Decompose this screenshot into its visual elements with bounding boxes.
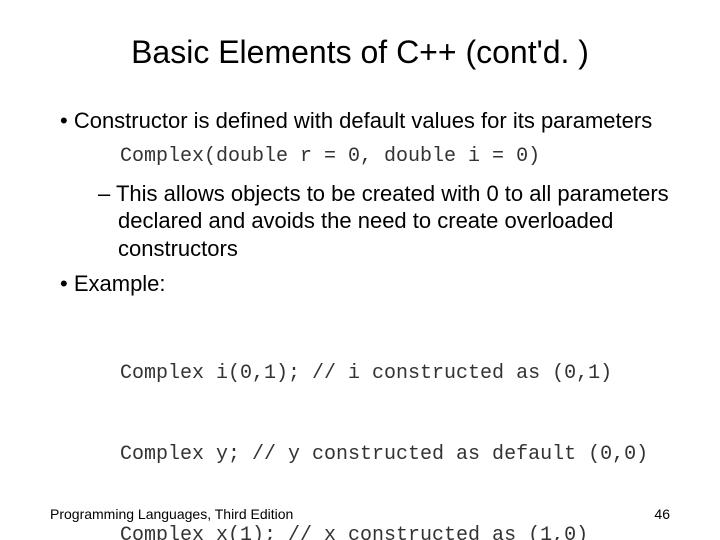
slide-number: 46 [654,506,670,522]
code-line-2: Complex y; // y constructed as default (… [120,441,670,468]
code-line-3: Complex x(1); // x constructed as (1,0) [120,522,670,540]
code-constructor-signature: Complex(double r = 0, double i = 0) [120,143,670,170]
slide-footer: Programming Languages, Third Edition 46 [50,506,670,522]
slide-title: Basic Elements of C++ (cont'd. ) [50,34,670,71]
bullet-explanation: This allows objects to be created with 0… [98,180,670,263]
slide: Basic Elements of C++ (cont'd. ) Constru… [0,0,720,540]
code-example-block: Complex i(0,1); // i constructed as (0,1… [120,306,670,540]
bullet-constructor-defaults: Constructor is defined with default valu… [60,107,670,135]
footer-book-title: Programming Languages, Third Edition [50,506,293,522]
bullet-example-label: Example: [60,270,670,298]
code-line-1: Complex i(0,1); // i constructed as (0,1… [120,360,670,387]
